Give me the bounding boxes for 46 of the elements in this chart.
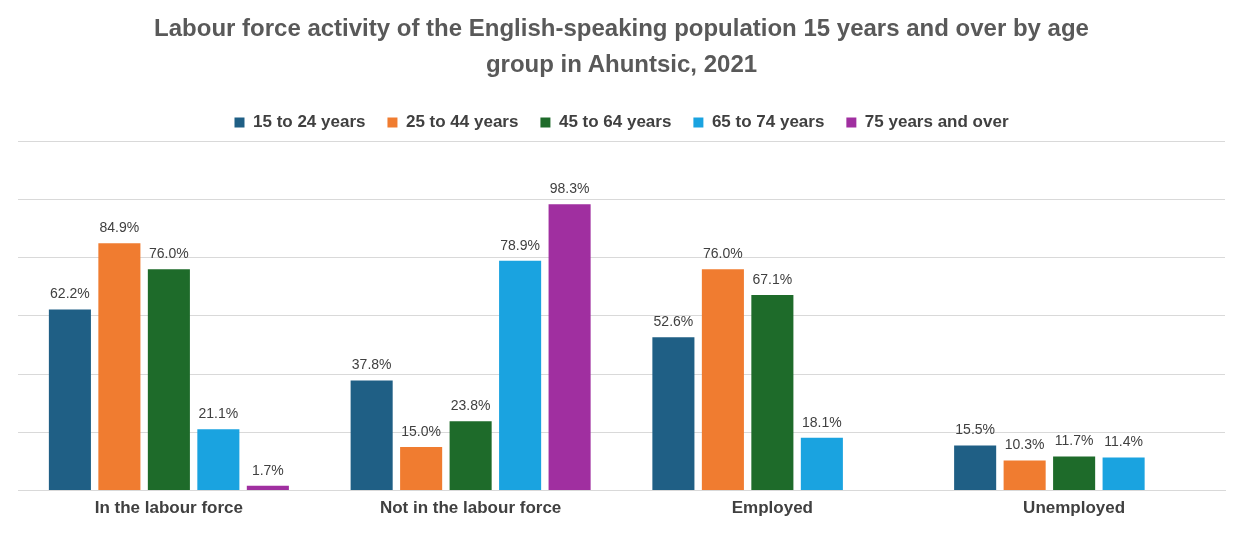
- legend-label: 45 to 64 years: [558, 112, 672, 132]
- bar: [449, 421, 492, 491]
- bar: [499, 260, 542, 491]
- data-label: 18.1%: [802, 413, 842, 430]
- legend-label: 25 to 44 years: [405, 112, 519, 132]
- data-label: 52.6%: [653, 313, 694, 330]
- chart-title: Labour force activity of the English-speaking population 15 years and over by age group in Ahuntsic, 2021: [153, 13, 1090, 79]
- x-tick-label: Employed: [731, 498, 813, 518]
- data-label: 15.0%: [401, 422, 441, 439]
- x-tick-label: Unemployed: [1023, 498, 1126, 518]
- data-label: 62.2%: [50, 285, 90, 302]
- bar: [701, 269, 744, 491]
- bar: [48, 309, 91, 491]
- bar: [1053, 456, 1096, 491]
- bar: [147, 269, 190, 491]
- bar: [350, 380, 393, 491]
- bar: [652, 337, 695, 491]
- bar: [954, 445, 997, 491]
- data-label: 1.7%: [251, 461, 284, 478]
- legend-label: 75 years and over: [864, 112, 1009, 132]
- data-label: 21.1%: [198, 404, 239, 421]
- data-label: 76.0%: [149, 245, 189, 262]
- bar: [1102, 457, 1145, 491]
- data-label: 11.7%: [1054, 432, 1094, 449]
- data-label: 15.5%: [955, 421, 995, 438]
- data-label: 78.9%: [500, 236, 540, 253]
- data-label: 67.1%: [752, 270, 793, 287]
- data-label: 76.0%: [703, 245, 743, 262]
- data-label: 84.9%: [99, 219, 140, 236]
- legend-label: 15 to 24 years: [252, 112, 366, 132]
- data-label: 37.8%: [351, 356, 392, 373]
- bar: [800, 437, 843, 491]
- x-tick-label: In the labour force: [94, 498, 244, 518]
- x-tick-label: Not in the labour force: [379, 498, 562, 518]
- bar: [1003, 460, 1046, 491]
- data-label: 23.8%: [450, 397, 491, 414]
- bar: [246, 485, 289, 491]
- legend-label: 65 to 74 years: [711, 112, 825, 132]
- data-label: 98.3%: [549, 180, 590, 197]
- data-label: 11.4%: [1104, 433, 1143, 450]
- bar: [197, 429, 240, 491]
- bar: [400, 446, 443, 491]
- bar: [98, 243, 141, 491]
- data-label: 10.3%: [1004, 436, 1045, 453]
- bar: [751, 295, 794, 491]
- bar: [548, 204, 591, 491]
